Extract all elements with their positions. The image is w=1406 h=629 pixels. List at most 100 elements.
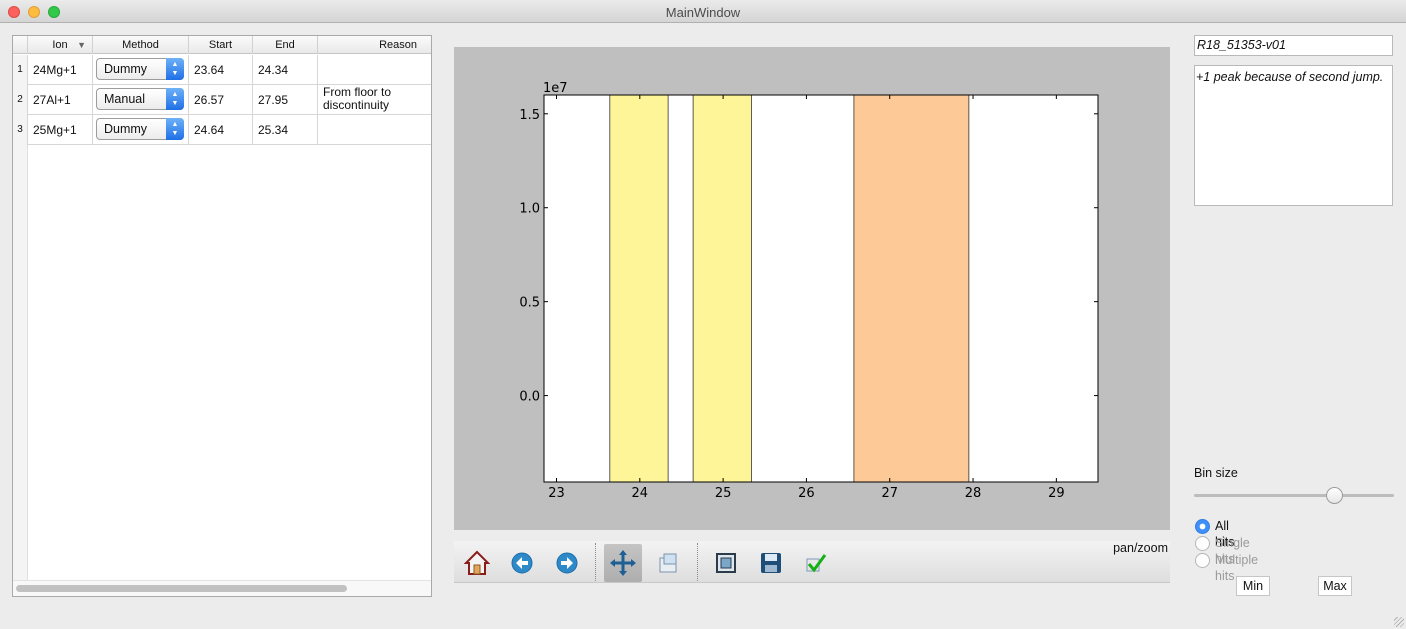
method-cell: Dummy ▲ ▼ xyxy=(93,55,189,85)
sort-descending-icon: ▼ xyxy=(77,40,86,50)
method-dropdown-value: Dummy xyxy=(104,122,148,136)
back-icon xyxy=(511,552,533,574)
updown-arrows-icon: ▲ ▼ xyxy=(166,118,184,140)
y-tick-label: 1.0 xyxy=(519,202,540,217)
bin-size-slider[interactable] xyxy=(1194,487,1394,504)
peak-table: Ion ▼ Method Start End Reason 1 24Mg+1 D… xyxy=(12,35,432,597)
y-tick-label: 0.0 xyxy=(519,390,540,405)
forward-icon xyxy=(556,552,578,574)
column-header-method[interactable]: Method xyxy=(93,36,189,54)
close-window-button[interactable] xyxy=(8,6,20,18)
table-row[interactable]: 1 24Mg+1 Dummy ▲ ▼ 23.64 24.34 xyxy=(13,55,431,85)
toolbar-separator xyxy=(697,543,698,581)
resize-grip[interactable] xyxy=(1394,617,1404,627)
row-number: 2 xyxy=(13,85,28,115)
method-dropdown[interactable]: Dummy ▲ ▼ xyxy=(96,118,184,140)
row-number: 3 xyxy=(13,115,28,145)
column-header-ion-label: Ion xyxy=(52,39,68,51)
slider-handle[interactable] xyxy=(1326,487,1343,504)
column-header-ion[interactable]: Ion ▼ xyxy=(28,36,93,54)
x-tick-label: 26 xyxy=(798,486,815,501)
updown-arrows-icon: ▲ ▼ xyxy=(166,58,184,80)
x-tick-label: 28 xyxy=(965,486,982,501)
start-cell[interactable]: 23.64 xyxy=(189,55,253,85)
table-header: Ion ▼ Method Start End Reason xyxy=(13,36,431,54)
ion-cell[interactable]: 25Mg+1 xyxy=(28,115,93,145)
zoom-button[interactable] xyxy=(650,544,688,582)
table-row[interactable]: 2 27Al+1 Manual ▲ ▼ 26.57 27.95 From floo… xyxy=(13,85,431,115)
x-tick-label: 23 xyxy=(548,486,565,501)
check-icon xyxy=(806,554,827,573)
peak-range-span[interactable] xyxy=(853,94,970,483)
toolbar-separator xyxy=(595,543,596,581)
row-header-strip xyxy=(13,145,28,581)
home-button[interactable] xyxy=(458,544,496,582)
min-field[interactable]: Min xyxy=(1236,576,1270,596)
y-tick-label: 1.5 xyxy=(519,108,540,123)
table-row[interactable]: 3 25Mg+1 Dummy ▲ ▼ 24.64 25.34 xyxy=(13,115,431,145)
radio-button[interactable] xyxy=(1195,536,1210,551)
ion-cell[interactable]: 24Mg+1 xyxy=(28,55,93,85)
radio-label: Single hits xyxy=(1215,536,1250,566)
updown-arrows-icon: ▲ ▼ xyxy=(166,88,184,110)
method-dropdown[interactable]: Dummy ▲ ▼ xyxy=(96,58,184,80)
reason-cell[interactable] xyxy=(318,115,431,145)
plot-canvas[interactable]: 23 24 25 26 27 28 29 0.0 0.5 1.0 1.5 1e7 xyxy=(454,47,1170,530)
home-icon xyxy=(464,550,490,575)
peak-range-span[interactable] xyxy=(692,94,752,483)
horizontal-scrollbar[interactable] xyxy=(13,580,431,596)
save-button[interactable] xyxy=(752,544,790,582)
method-cell: Dummy ▲ ▼ xyxy=(93,115,189,145)
method-dropdown[interactable]: Manual ▲ ▼ xyxy=(96,88,184,110)
radio-label: All hits xyxy=(1215,519,1235,549)
minimize-window-button[interactable] xyxy=(28,6,40,18)
back-button[interactable] xyxy=(503,544,541,582)
reason-cell[interactable]: From floor to discontinuity xyxy=(323,85,392,112)
x-tick-label: 27 xyxy=(881,486,898,501)
method-cell: Manual ▲ ▼ xyxy=(93,85,189,115)
notes-textarea[interactable]: +1 peak because of second jump. xyxy=(1194,65,1393,206)
zoom-icon xyxy=(659,553,677,573)
bin-size-label: Bin size xyxy=(1194,466,1238,480)
maximize-window-button[interactable] xyxy=(48,6,60,18)
confirm-button[interactable] xyxy=(797,544,835,582)
y-tick-label: 0.5 xyxy=(519,296,540,311)
peak-range-span[interactable] xyxy=(609,94,669,483)
max-field[interactable]: Max xyxy=(1318,576,1352,596)
x-tick-label: 29 xyxy=(1048,486,1065,501)
radio-label: Multiple hits xyxy=(1215,553,1259,583)
start-cell[interactable]: 26.57 xyxy=(189,85,253,115)
pan-icon xyxy=(610,550,636,576)
scrollbar-thumb[interactable] xyxy=(16,585,347,592)
end-cell[interactable]: 24.34 xyxy=(253,55,318,85)
save-icon xyxy=(761,553,781,573)
column-header-end[interactable]: End xyxy=(253,36,318,54)
start-cell[interactable]: 24.64 xyxy=(189,115,253,145)
axes-frame xyxy=(543,94,1099,483)
end-cell[interactable]: 27.95 xyxy=(253,85,318,115)
spectrum-plot: 23 24 25 26 27 28 29 0.0 0.5 1.0 1.5 1e7 xyxy=(519,81,1099,501)
reason-cell[interactable] xyxy=(318,55,431,85)
x-tick-label: 24 xyxy=(632,486,649,501)
plot-toolbar: pan/zoom xyxy=(454,541,1170,583)
row-number: 1 xyxy=(13,55,28,85)
end-cell[interactable]: 25.34 xyxy=(253,115,318,145)
method-dropdown-value: Dummy xyxy=(104,62,148,76)
dataset-name-field[interactable]: R18_51353-v01 xyxy=(1194,35,1393,56)
column-header-start[interactable]: Start xyxy=(189,36,253,54)
window-title: MainWindow xyxy=(665,5,741,20)
column-header-reason[interactable]: Reason xyxy=(379,39,417,51)
ion-cell[interactable]: 27Al+1 xyxy=(28,85,93,115)
radio-button[interactable] xyxy=(1195,553,1210,568)
forward-button[interactable] xyxy=(548,544,586,582)
subplots-icon xyxy=(716,553,736,573)
toolbar-mode-label: pan/zoom xyxy=(1113,541,1168,555)
header-corner xyxy=(13,36,28,54)
method-dropdown-value: Manual xyxy=(104,92,145,106)
pan-button[interactable] xyxy=(604,544,642,582)
radio-button[interactable] xyxy=(1195,519,1210,534)
x-tick-label: 25 xyxy=(715,486,732,501)
title-bar: MainWindow xyxy=(0,0,1406,23)
subplots-button[interactable] xyxy=(707,544,745,582)
y-offset-label: 1e7 xyxy=(543,81,568,96)
